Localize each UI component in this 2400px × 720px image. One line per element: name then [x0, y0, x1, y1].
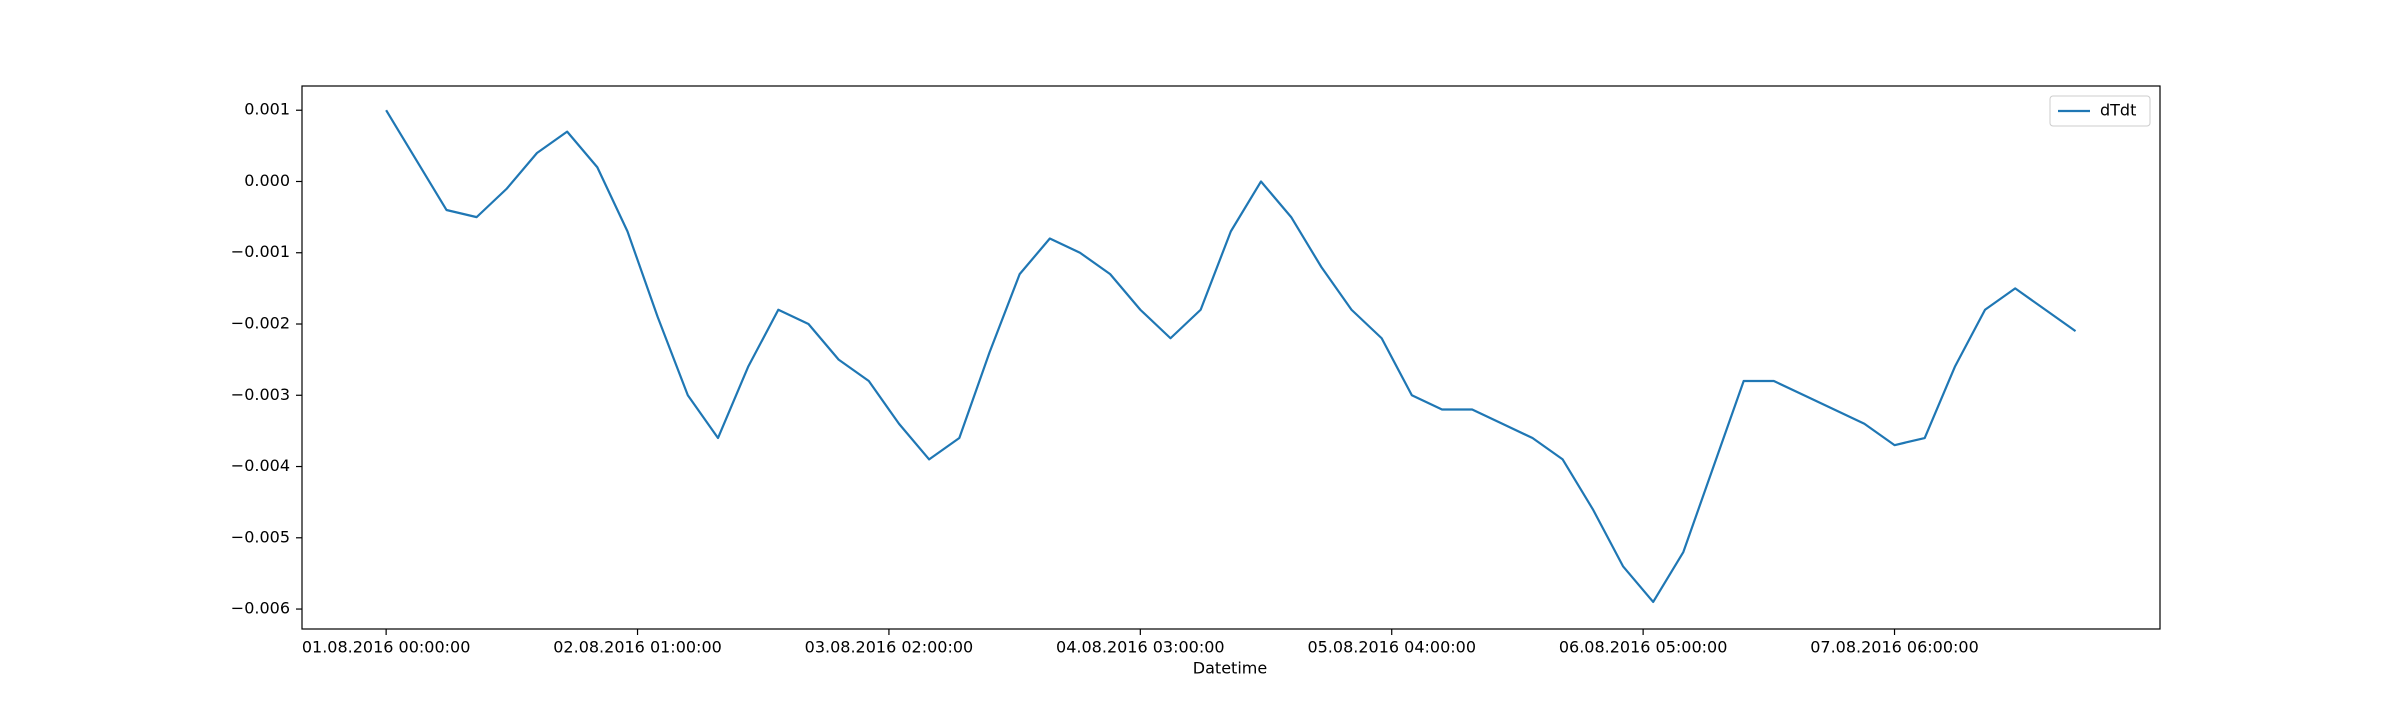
legend-box — [2049, 95, 2151, 127]
y-tick-label: −0.006 — [231, 599, 290, 618]
y-tick-label: −0.004 — [231, 456, 290, 475]
x-tick-label: 05.08.2016 04:00:00 — [1307, 638, 1476, 657]
x-tick-label: 06.08.2016 05:00:00 — [1559, 638, 1728, 657]
y-tick-label: 0.000 — [244, 171, 290, 190]
x-tick-label: 01.08.2016 00:00:00 — [302, 638, 471, 657]
y-tick-label: 0.001 — [244, 100, 290, 119]
plot-area — [301, 85, 2161, 630]
x-tick-label: 07.08.2016 06:00:00 — [1810, 638, 1979, 657]
y-tick-label: −0.001 — [231, 242, 290, 261]
x-tick-label: 03.08.2016 02:00:00 — [805, 638, 974, 657]
data-line — [385, 109, 2077, 604]
y-tick-label: −0.005 — [231, 527, 290, 546]
legend-label: dTdt — [2100, 101, 2136, 120]
x-tick-label: 02.08.2016 01:00:00 — [553, 638, 722, 657]
x-axis-label: Datetime — [1193, 659, 1267, 678]
y-tick-label: −0.003 — [231, 385, 290, 404]
x-tick-label: 04.08.2016 03:00:00 — [1056, 638, 1225, 657]
y-tick-label: −0.002 — [231, 314, 290, 333]
